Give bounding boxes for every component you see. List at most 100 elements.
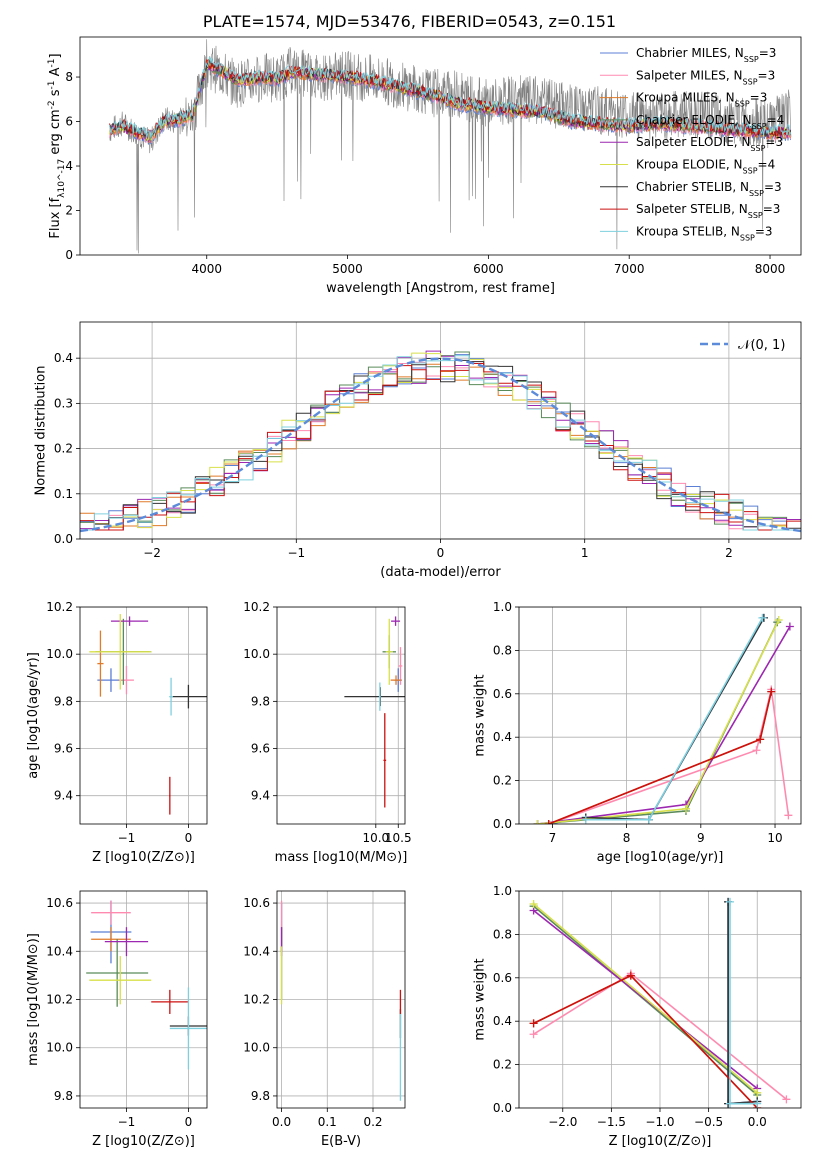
mass-weight-marker xyxy=(544,820,553,824)
label-span: E(B-V) xyxy=(321,1134,361,1149)
panel-massweight-vs-Z: −2.0 −1.5 −1.0 −0.5 0.0 0.0 0.2 0.4 0.6 0.8 1.0 Z [… xyxy=(472,884,802,1149)
y-tick-label: 6 xyxy=(65,115,73,129)
axes-frame xyxy=(79,606,208,825)
y-tick-label: 0.0 xyxy=(493,1101,512,1115)
mass-weight-line-6 xyxy=(585,617,765,821)
legend-text: =3 xyxy=(755,224,773,238)
x-tick-label: 7 xyxy=(549,831,557,845)
legend-label: Salpeter STELIB, NSSP=3 xyxy=(636,202,780,220)
legend-subscript: SSP xyxy=(743,77,758,86)
legend-text: =3 xyxy=(750,91,768,105)
panel-age-vs-Z: −1 0 9.4 9.6 9.8 10.0 10.2 Z [log10(Z/Z⊙)] age [… xyxy=(26,600,208,865)
legend-text: =3 xyxy=(764,180,782,194)
x-tick-label: −1.5 xyxy=(597,1115,626,1129)
y-tick-label: 0.2 xyxy=(493,1058,512,1072)
plot-area xyxy=(519,891,801,1108)
y-tick-label: 9.8 xyxy=(251,1089,270,1103)
legend-label: Kroupa MILES, NSSP=3 xyxy=(636,91,767,109)
legend-text: Salpeter MILES, N xyxy=(636,68,743,82)
mass-weight-marker xyxy=(774,616,783,625)
x-tick-label: 1 xyxy=(581,546,589,560)
x-tick-label: 0.1 xyxy=(318,1115,337,1129)
mass-weight-marker xyxy=(726,897,735,906)
label-span: mass [log10(M/M⊙)] xyxy=(26,933,41,1066)
y-tick-label: 0.2 xyxy=(54,442,73,456)
legend-text: Salpeter ELODIE, N xyxy=(636,135,750,149)
mass-weight-line-2 xyxy=(548,691,773,824)
legend-text: Kroupa MILES, N xyxy=(636,91,735,105)
normal-reference-curve xyxy=(80,357,801,533)
label-span: Z [log10(Z/Z⊙)] xyxy=(92,1134,195,1149)
mass-weight-line-3 xyxy=(537,621,779,824)
y-tick-label: 0.4 xyxy=(493,1014,512,1028)
legend-subscript: SSP xyxy=(743,166,758,175)
axes-frame xyxy=(518,606,802,825)
y-tick-label: 9.4 xyxy=(54,789,73,803)
legend-text: Chabrier MILES, N xyxy=(636,46,744,60)
legend-text: =3 xyxy=(758,68,776,82)
x-tick-label: −1 xyxy=(287,546,305,560)
x-axis-label: Z [log10(Z/Z⊙)] xyxy=(92,850,195,865)
axes-frame xyxy=(276,890,406,1109)
mass-weight-line-4 xyxy=(533,909,758,1090)
label-span: erg cm xyxy=(48,109,63,158)
y-axis-label: Normed distribution xyxy=(33,366,48,496)
x-tick-label: 10.5 xyxy=(385,831,412,845)
legend-label: Kroupa STELIB, NSSP=3 xyxy=(636,224,773,242)
mass-weight-line-7 xyxy=(533,974,758,1108)
y-tick-label: 9.8 xyxy=(54,1089,73,1103)
x-tick-label: 0.2 xyxy=(363,1115,382,1129)
label-script: -1 xyxy=(47,80,57,89)
label-script: -2 xyxy=(47,100,57,109)
legend-text: Salpeter STELIB, N xyxy=(636,202,748,216)
legend-text: =4 xyxy=(767,113,785,127)
x-tick-label: −2 xyxy=(143,546,161,560)
y-axis-label: mass weight xyxy=(472,674,487,756)
mass-weight-marker xyxy=(644,815,653,824)
panel-massweight-vs-age: 7 8 9 10 0.0 0.2 0.4 0.6 0.8 1.0 age [log10(age/yr… xyxy=(472,600,802,865)
x-tick-label: 0.0 xyxy=(748,1115,767,1129)
y-tick-label: 0.3 xyxy=(54,396,73,410)
y-tick-label: 10.0 xyxy=(243,1041,270,1055)
axes-frame xyxy=(79,321,802,540)
label-span: Flux [f xyxy=(48,197,63,238)
y-tick-label: 10.0 xyxy=(46,1041,73,1055)
x-tick-label: 2 xyxy=(725,546,733,560)
legend-subscript: SSP xyxy=(735,99,750,108)
y-tick-label: 0.0 xyxy=(54,532,73,546)
x-axis-label: Z [log10(Z/Z⊙)] xyxy=(92,1134,195,1149)
legend-subscript: SSP xyxy=(744,55,759,64)
legend-text: Chabrier STELIB, N xyxy=(636,180,749,194)
y-tick-label: 0.1 xyxy=(54,487,73,501)
y-tick-label: 9.8 xyxy=(251,694,270,708)
axes-frame xyxy=(518,890,802,1109)
y-tick-label: 0.4 xyxy=(493,730,512,744)
legend: 𝒩(0, 1) xyxy=(700,338,785,353)
label-span: A xyxy=(48,67,63,80)
x-tick-label: 0 xyxy=(185,1115,193,1129)
legend-text: Chabrier ELODIE, N xyxy=(636,113,752,127)
label-span: Z [log10(Z/Z⊙)] xyxy=(609,1134,712,1149)
mass-weight-marker xyxy=(581,815,590,824)
legend-text: Kroupa ELODIE, N xyxy=(636,158,743,172)
label-span: ] xyxy=(48,53,63,58)
plot-area xyxy=(109,39,792,254)
x-axis-label: age [log10(age/yr)] xyxy=(597,850,724,865)
x-tick-label: 8 xyxy=(623,831,631,845)
y-tick-label: 10.4 xyxy=(243,944,270,958)
mass-weight-marker xyxy=(785,622,794,631)
y-tick-label: 1.0 xyxy=(493,884,512,898)
legend-label: Chabrier ELODIE, NSSP=4 xyxy=(636,113,784,130)
y-axis-label: mass [log10(M/M⊙)] xyxy=(26,933,41,1066)
y-tick-label: 0.4 xyxy=(54,351,73,365)
y-tick-label: 10.0 xyxy=(46,647,73,661)
plot-area xyxy=(277,607,405,824)
y-tick-label: 0.2 xyxy=(493,774,512,788)
y-tick-label: 10.6 xyxy=(243,896,270,910)
x-axis-label: mass [log10(M/M⊙)] xyxy=(275,850,408,865)
y-tick-label: 1.0 xyxy=(493,600,512,614)
y-tick-label: 10.2 xyxy=(243,993,270,1007)
label-span: age [log10(age/yr)] xyxy=(597,850,724,865)
y-tick-label: 0.8 xyxy=(493,643,512,657)
